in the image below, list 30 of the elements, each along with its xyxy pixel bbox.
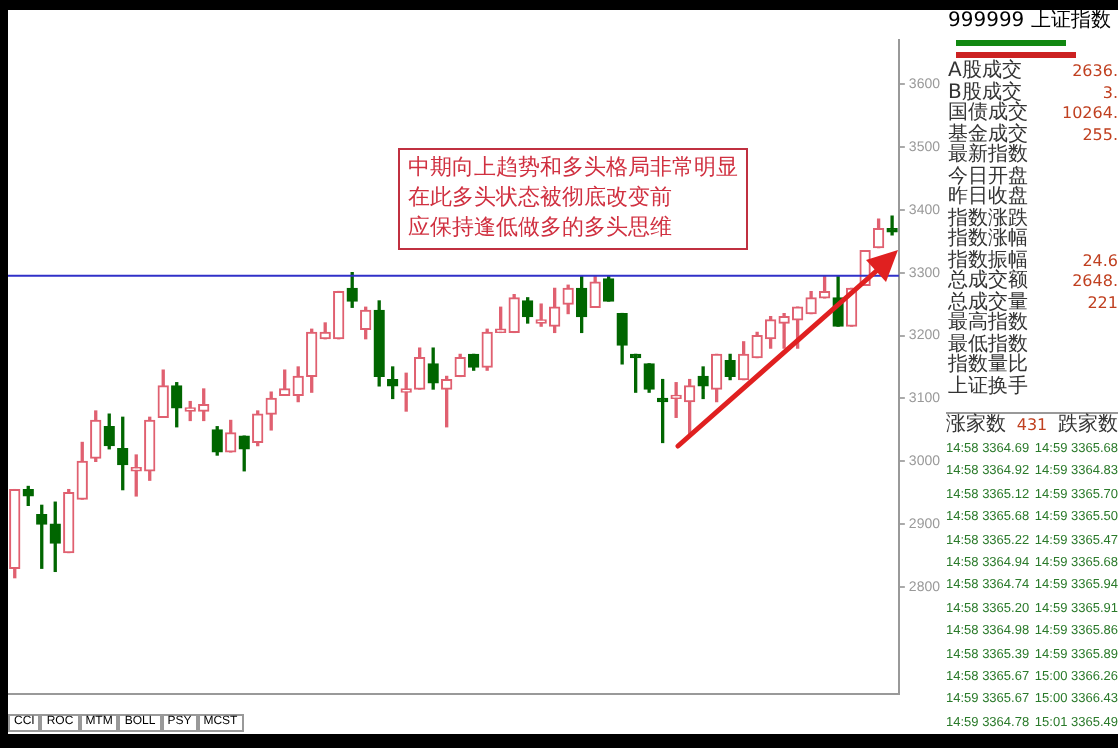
category-label: 指数涨幅 [948, 228, 1028, 250]
category-label: 指数涨跌 [948, 207, 1028, 229]
category-label: 最低指数 [948, 333, 1028, 355]
text: 10264. [1062, 104, 1118, 122]
category-label: 国债成交 [948, 102, 1028, 124]
category-label: A股成交 [948, 60, 1022, 82]
category-label: 上证换手 [948, 375, 1028, 398]
category-label: 最高指数 [948, 312, 1028, 334]
category-label: 431 [1016, 414, 1048, 438]
annotation: 中期向上趋势和多头格局非常明显 [408, 154, 738, 184]
category-label: 基金成交 [948, 123, 1028, 145]
text: 221 [1087, 293, 1118, 311]
category-label: 总成交额 [948, 270, 1028, 292]
annotation: 在此多头状态被彻底改变前 [408, 184, 674, 214]
annotation: 应保持逢低做多的多头思维 [408, 214, 674, 244]
text: 999999 上证指数 [948, 10, 1113, 34]
text: 2648. [1072, 272, 1118, 290]
category-label: 指数振幅 [948, 249, 1028, 271]
category-label: 今日开盘 [948, 165, 1028, 187]
text: 255. [1082, 125, 1118, 143]
text: 24.6 [1082, 251, 1118, 269]
text: 3. [1102, 83, 1118, 101]
category-label: 跌家数 [1058, 414, 1118, 438]
category-label: 昨日收盘 [948, 186, 1028, 208]
category-label: 最新指数 [948, 144, 1028, 166]
category-label: 指数量比 [948, 354, 1028, 376]
category-label: 总成交量 [948, 291, 1028, 313]
category-label: 涨家数 [946, 414, 1006, 438]
text: 2636. [1072, 62, 1118, 80]
category-label: B股成交 [948, 81, 1022, 103]
